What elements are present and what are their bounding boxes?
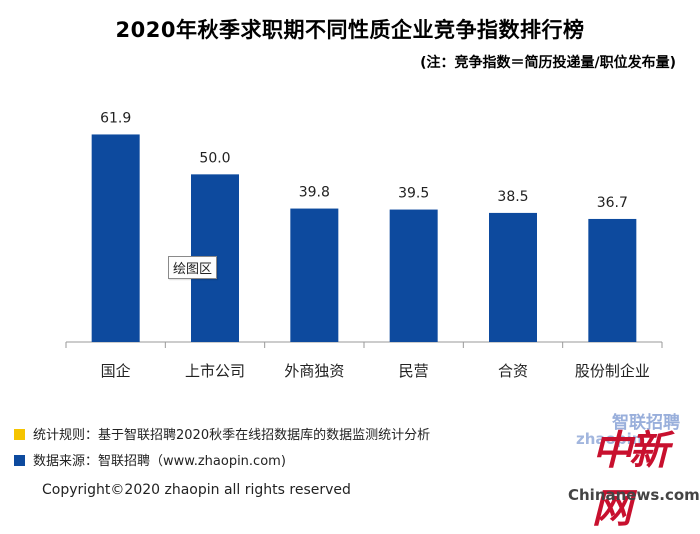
zhaopin-watermark-cn: 智联招聘 (612, 413, 680, 433)
category-label: 上市公司 (185, 362, 245, 380)
bar (588, 218, 637, 342)
data-label: 39.5 (398, 186, 429, 202)
note-source-text: 数据来源：智联招聘（www.zhaopin.com) (33, 454, 286, 469)
note-rule-text: 统计规则：基于智联招聘2020秋季在线招数据库的数据监测统计分析 (33, 428, 431, 443)
chart-title: 2020年秋季求职期不同性质企业竞争指数排行榜 (115, 18, 585, 42)
chinanews-logo-text: Chinanews.com (568, 486, 700, 504)
category-label: 国企 (101, 362, 131, 380)
category-label: 合资 (498, 362, 528, 380)
yellow-square-icon (14, 429, 25, 440)
chart-subtitle: (注：竞争指数＝简历投递量/职位发布量) (420, 55, 676, 71)
bar-chart: 61.9 国企 50.0 上市公司 39.8 外商独资 39.5 民营 38.5 合资 36.7 股份… (65, 110, 663, 380)
chinanews-logo: 中新网 (592, 428, 669, 532)
data-label: 50.0 (199, 150, 230, 166)
plot-area-tooltip: 绘图区 (168, 256, 218, 279)
zhaopin-watermark-en: zhaopin (576, 430, 643, 448)
bar (389, 209, 438, 342)
category-label: 民营 (399, 362, 429, 380)
note-source: 数据来源：智联招聘（www.zhaopin.com) (14, 450, 286, 469)
data-label: 36.7 (597, 195, 628, 211)
note-rule: 统计规则：基于智联招聘2020秋季在线招数据库的数据监测统计分析 (14, 424, 430, 443)
copyright-text: Copyright©2020 zhaopin all rights reserv… (42, 482, 351, 498)
bar (91, 134, 140, 342)
bar (290, 208, 339, 342)
data-label: 39.8 (299, 185, 330, 201)
category-label: 股份制企业 (575, 362, 650, 380)
blue-square-icon (14, 455, 25, 466)
category-label: 外商独资 (284, 362, 344, 380)
data-label: 38.5 (497, 189, 528, 205)
data-label: 61.9 (100, 110, 131, 126)
bar (489, 212, 537, 342)
